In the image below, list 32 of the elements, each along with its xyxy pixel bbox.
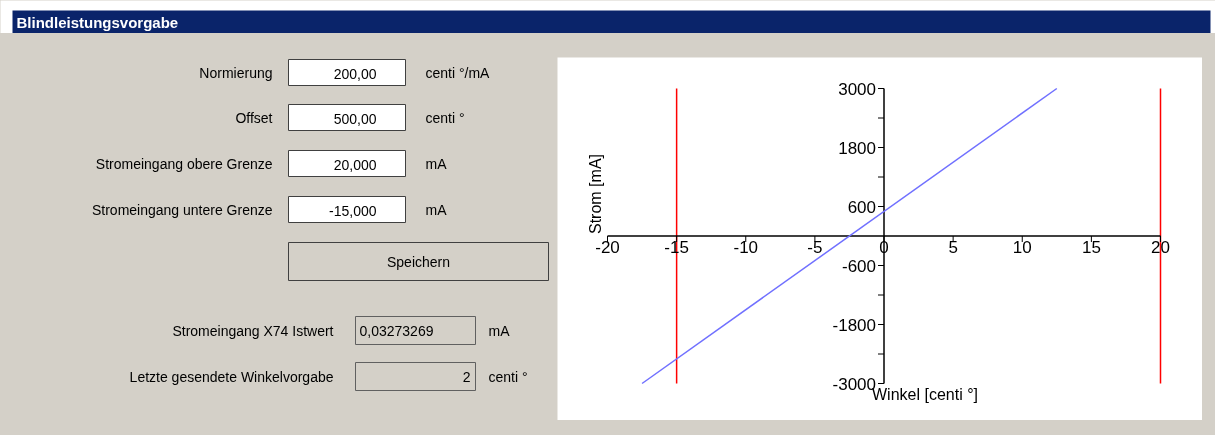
text: mA bbox=[488, 322, 511, 339]
text: 0,03273269 bbox=[359, 322, 434, 339]
x-tick-label: 5 bbox=[948, 238, 958, 257]
text: mA bbox=[425, 155, 448, 172]
y-tick-label: 1800 bbox=[838, 138, 877, 158]
text: Stromeingang X74 Istwert bbox=[172, 322, 334, 339]
text: Stromeingang obere Grenze bbox=[95, 155, 273, 172]
x-tick-label: 10 bbox=[1012, 238, 1032, 257]
text: Speichern bbox=[386, 253, 451, 270]
text: 500,00 bbox=[333, 110, 377, 127]
text: 2 bbox=[462, 368, 471, 385]
x-tick-label: -20 bbox=[595, 238, 620, 257]
text: Blindleistungsvorgabe bbox=[16, 14, 179, 31]
text: Letzte gesendete Winkelvorgabe bbox=[129, 368, 334, 385]
text: -15,000 bbox=[329, 202, 377, 219]
text: centi °/mA bbox=[425, 64, 491, 81]
text: Stromeingang untere Grenze bbox=[91, 201, 273, 218]
y-tick-label: 3000 bbox=[838, 79, 877, 99]
x-tick-label: 15 bbox=[1081, 238, 1101, 257]
x-tick-label: -5 bbox=[807, 238, 823, 257]
text: Offset bbox=[235, 109, 273, 126]
text: Normierung bbox=[199, 64, 273, 81]
text: centi ° bbox=[425, 109, 465, 126]
text: 20,000 bbox=[333, 156, 377, 173]
x-tick-label: -10 bbox=[733, 238, 759, 257]
text: 200,00 bbox=[333, 65, 377, 82]
y-tick-label: -1800 bbox=[832, 315, 876, 335]
text: mA bbox=[425, 201, 448, 218]
y-tick-label: 600 bbox=[847, 197, 877, 217]
y-axis-title: Strom [mA] bbox=[586, 153, 604, 234]
y-tick-label: -600 bbox=[841, 256, 877, 276]
text: centi ° bbox=[488, 368, 528, 385]
